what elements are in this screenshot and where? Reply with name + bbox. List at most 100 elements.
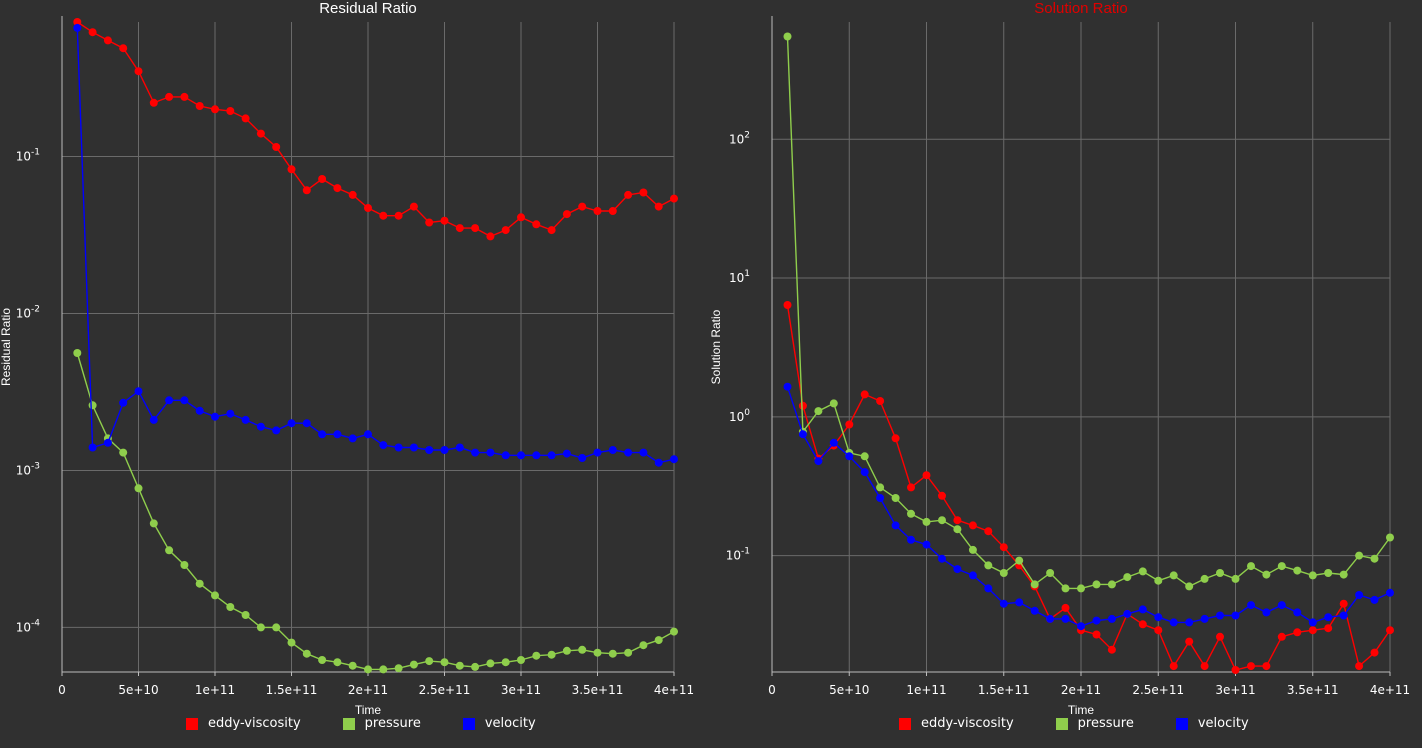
data-point-eddy-viscosity (364, 204, 372, 212)
data-point-pressure (1107, 580, 1116, 589)
data-point-eddy-viscosity (73, 18, 82, 26)
data-point-pressure (1015, 556, 1024, 565)
data-point-pressure (1370, 554, 1379, 563)
data-point-pressure (608, 649, 617, 658)
data-point-eddy-viscosity (1200, 662, 1209, 671)
data-point-eddy-viscosity (783, 301, 792, 309)
data-point-velocity (149, 415, 158, 424)
x-axis-label: Time (355, 703, 382, 717)
data-point-eddy-viscosity (798, 401, 807, 410)
data-point-pressure (1324, 569, 1333, 577)
data-point-velocity (999, 599, 1008, 608)
data-point-pressure (1061, 584, 1070, 593)
data-point-eddy-viscosity (532, 220, 541, 229)
data-point-eddy-viscosity (1355, 662, 1364, 671)
legend-item-eddy-viscosity[interactable]: eddy-viscosity (186, 716, 301, 731)
data-point-pressure (1216, 569, 1224, 577)
data-point-pressure (953, 525, 962, 534)
data-point-eddy-viscosity (195, 102, 204, 110)
legend-swatch-pressure (1055, 717, 1068, 730)
data-point-velocity (922, 540, 931, 549)
data-point-eddy-viscosity (1185, 637, 1194, 646)
data-point-velocity (1046, 614, 1055, 623)
data-point-velocity (1324, 613, 1333, 622)
data-point-eddy-viscosity (103, 36, 112, 45)
legend-item-pressure[interactable]: pressure (342, 716, 421, 731)
data-point-velocity (180, 396, 189, 405)
data-point-velocity (211, 412, 219, 421)
x-tick-label: 0 (58, 683, 66, 697)
data-point-velocity (256, 422, 265, 431)
data-point-velocity (938, 554, 946, 563)
legend-item-pressure[interactable]: pressure (1055, 716, 1134, 731)
x-tick-label: 5e+10 (118, 683, 158, 697)
data-point-velocity (547, 451, 556, 460)
y-tick-label: 10-1 (726, 547, 750, 563)
legend-swatch-eddy-viscosity (899, 717, 911, 730)
data-point-eddy-viscosity (860, 390, 869, 399)
data-point-pressure (829, 399, 838, 408)
chart-title: Solution Ratio (1034, 0, 1127, 17)
data-point-eddy-viscosity (149, 98, 158, 107)
data-point-eddy-viscosity (1370, 648, 1379, 657)
data-point-velocity (394, 443, 403, 452)
data-point-velocity (1123, 609, 1132, 618)
data-point-velocity (798, 430, 807, 439)
data-point-eddy-viscosity (241, 114, 250, 123)
data-point-pressure (593, 648, 602, 657)
legend-item-velocity[interactable]: velocity (1175, 716, 1249, 731)
legend-swatch-velocity (462, 717, 475, 730)
data-point-eddy-viscosity (318, 175, 327, 183)
data-point-velocity (348, 434, 357, 443)
data-point-velocity (624, 448, 633, 457)
data-point-velocity (1154, 613, 1163, 622)
data-point-velocity (471, 448, 480, 457)
series-pressure (783, 32, 1394, 593)
series-eddy-viscosity (783, 301, 1394, 674)
data-point-pressure (1092, 580, 1101, 589)
data-point-pressure (1077, 584, 1085, 593)
data-point-velocity (119, 398, 128, 407)
data-point-pressure (364, 665, 372, 674)
legend-label: velocity (484, 716, 536, 731)
data-point-velocity (333, 430, 342, 439)
series-pressure (73, 349, 678, 674)
data-point-pressure (1231, 574, 1240, 583)
data-point-eddy-viscosity (302, 186, 311, 195)
data-point-eddy-viscosity (1262, 662, 1271, 671)
legend-item-velocity[interactable]: velocity (462, 716, 536, 731)
data-point-pressure (1386, 533, 1394, 542)
data-point-velocity (409, 443, 418, 452)
data-point-eddy-viscosity (654, 202, 663, 211)
data-point-pressure (814, 407, 823, 416)
x-tick-label: 2e+11 (1061, 683, 1101, 697)
data-point-velocity (654, 458, 663, 467)
data-point-velocity (1092, 616, 1101, 625)
data-point-velocity (639, 448, 648, 457)
data-point-eddy-viscosity (517, 213, 525, 222)
legend-label: eddy-viscosity (208, 716, 301, 731)
data-point-pressure (149, 519, 158, 528)
data-point-pressure (1355, 551, 1364, 560)
data-point-velocity (302, 419, 311, 428)
data-point-eddy-viscosity (593, 207, 602, 215)
legend-label: eddy-viscosity (921, 716, 1014, 731)
data-point-velocity (608, 446, 617, 454)
data-point-velocity (318, 430, 327, 439)
x-tick-label: 2.5e+11 (1132, 683, 1184, 697)
data-point-eddy-viscosity (119, 44, 128, 53)
series-line-pressure (76, 352, 675, 671)
data-point-eddy-viscosity (379, 211, 388, 220)
legend-item-eddy-viscosity[interactable]: eddy-viscosity (899, 716, 1014, 731)
data-point-pressure (501, 658, 510, 667)
data-point-velocity (195, 406, 204, 415)
data-point-pressure (226, 603, 235, 611)
data-point-pressure (1200, 574, 1209, 583)
data-point-velocity (1262, 608, 1271, 617)
data-point-velocity (1200, 614, 1209, 623)
data-point-velocity (1185, 618, 1194, 627)
data-point-pressure (256, 623, 265, 632)
data-point-pressure (348, 661, 357, 670)
data-point-velocity (907, 535, 915, 544)
data-point-pressure (1046, 569, 1055, 577)
